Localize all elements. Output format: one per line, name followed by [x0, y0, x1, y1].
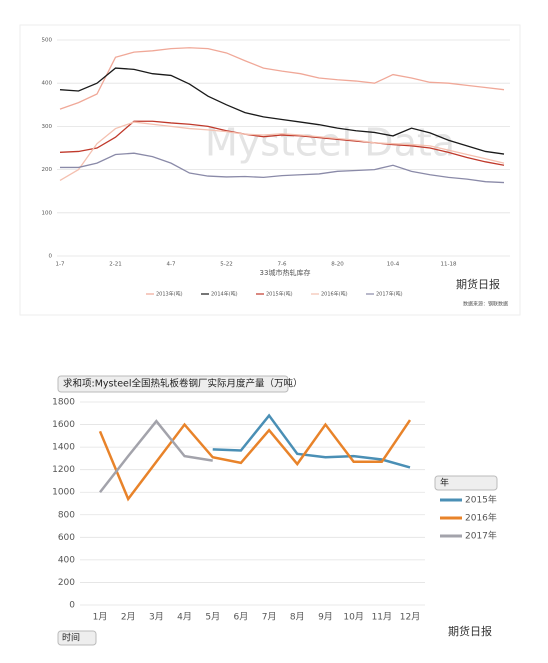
y-tick-label: 600 — [58, 533, 75, 543]
legend-label: 2015年(吨) — [266, 291, 293, 298]
x-tick-label: 8-20 — [331, 262, 344, 268]
x-tick-label: 9月 — [318, 612, 333, 623]
y-tick-label: 100 — [42, 210, 53, 216]
y-tick-label: 300 — [42, 124, 53, 130]
x-tick-label: 10-4 — [387, 262, 400, 268]
series-line — [99, 419, 213, 493]
x-tick-label: 11月 — [372, 612, 392, 623]
logo: 期货日报 — [448, 624, 492, 638]
filter-label[interactable]: 时间 — [62, 632, 80, 644]
legend-title-box[interactable] — [434, 475, 498, 491]
y-tick-label: 1200 — [52, 465, 75, 475]
x-tick-label: 1-7 — [56, 262, 65, 268]
series-line — [59, 121, 505, 181]
legend-label: 2014年(吨) — [211, 291, 238, 298]
x-tick-label: 3月 — [149, 612, 164, 623]
y-tick-label: 200 — [42, 167, 53, 173]
series-line — [60, 152, 505, 184]
logo: 期货日报 — [456, 277, 500, 291]
x-tick-label: 7月 — [262, 612, 277, 623]
y-tick-label: 1400 — [52, 443, 75, 453]
y-tick-label: 0 — [49, 254, 53, 260]
x-tick-label: 11-18 — [441, 262, 457, 268]
y-tick-label: 1600 — [52, 420, 75, 430]
x-tick-label: 4-7 — [167, 262, 176, 268]
source: 数据来源：钢联数据 — [463, 301, 508, 308]
x-tick-label: 2-21 — [109, 262, 121, 268]
series-line — [59, 120, 505, 166]
series-line — [98, 419, 412, 502]
legend-label: 2017年 — [465, 530, 497, 542]
x-tick-label: 5-22 — [220, 262, 232, 268]
legend-label: 2016年 — [465, 512, 497, 524]
x-tick-label: 12月 — [400, 612, 420, 623]
x-tick-label: 10月 — [343, 612, 363, 623]
y-tick-label: 1800 — [52, 398, 75, 408]
filter-button[interactable] — [57, 630, 97, 646]
x-tick-label: 2月 — [121, 612, 136, 623]
legend-label: 2017年(吨) — [376, 291, 403, 298]
y-tick-label: 400 — [58, 555, 75, 565]
y-tick-label: 800 — [58, 510, 75, 520]
chart-title: 求和项:Mysteel全国热轧板卷钢厂实际月度产量（万吨） — [63, 378, 303, 390]
x-tick-label: 1月 — [93, 612, 108, 623]
series-line — [212, 413, 411, 469]
x-tick-label: 5月 — [205, 612, 220, 623]
x-tick-label: 8月 — [290, 612, 305, 623]
y-tick-label: 500 — [42, 38, 53, 44]
series-line — [59, 47, 505, 110]
legend-label: 2016年(吨) — [321, 291, 348, 298]
series-line — [59, 67, 505, 155]
x-tick-label: 6月 — [234, 612, 249, 623]
legend-title[interactable]: 年 — [440, 477, 449, 489]
title-box — [57, 375, 289, 393]
y-tick-label: 0 — [69, 601, 75, 611]
watermark: Mysteel Data — [205, 121, 455, 165]
legend-label: 2013年(吨) — [156, 291, 183, 298]
x-axis-label: 33城市热轧库存 — [260, 268, 311, 277]
y-tick-label: 400 — [42, 81, 53, 87]
x-tick-label: 4月 — [177, 612, 192, 623]
y-tick-label: 1000 — [52, 488, 75, 498]
x-tick-label: 7-6 — [278, 262, 287, 268]
legend-label: 2015年 — [465, 494, 497, 506]
y-tick-label: 200 — [58, 578, 75, 588]
